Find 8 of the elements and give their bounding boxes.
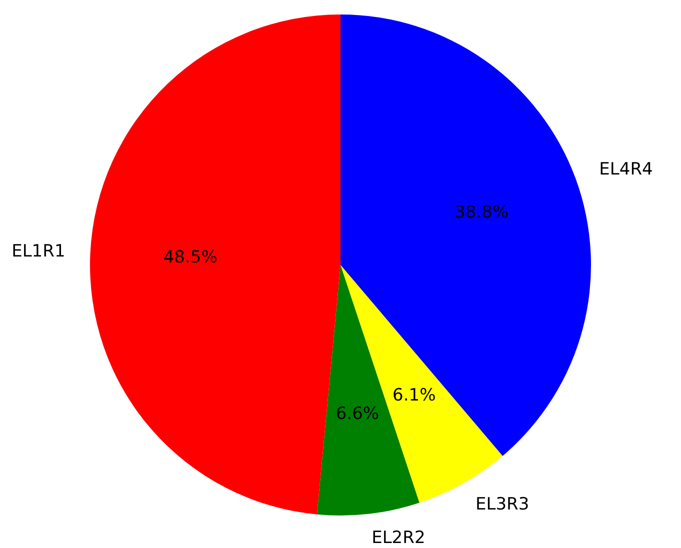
slice-label: EL2R2 — [372, 528, 426, 548]
data-label: 6.6% — [336, 404, 380, 424]
slice-label: EL3R3 — [476, 494, 530, 515]
slice-label: EL4R4 — [599, 159, 653, 180]
slice-label: EL1R1 — [12, 241, 66, 262]
data-label: 6.1% — [392, 385, 436, 406]
data-label: 38.8% — [454, 202, 509, 223]
data-label: 48.5% — [163, 247, 218, 268]
